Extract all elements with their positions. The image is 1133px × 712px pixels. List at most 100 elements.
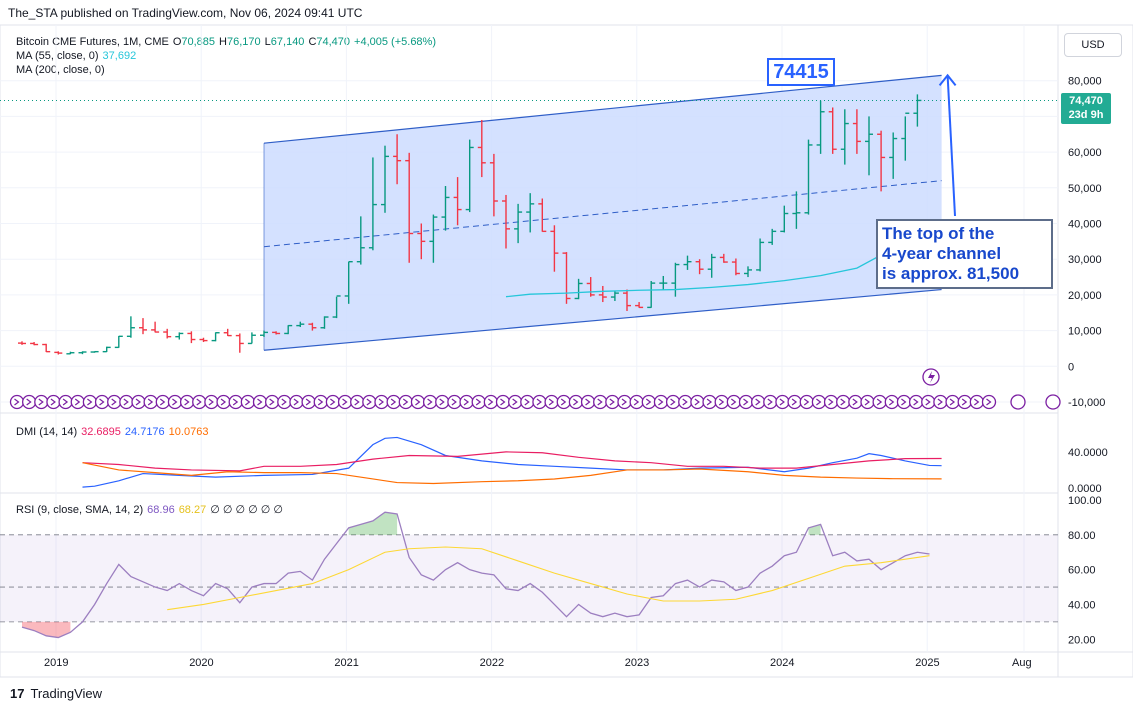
ohlc-bar (139, 318, 147, 335)
price-tick-label: 40,000 (1068, 219, 1102, 231)
event-marker-icon (945, 394, 960, 410)
event-marker-chevron (803, 398, 810, 406)
event-marker-icon (386, 394, 401, 410)
ohlc-bar (344, 260, 353, 304)
ohlc-bar (586, 277, 595, 297)
event-marker-chevron (111, 398, 117, 406)
event-marker-chevron (670, 398, 676, 406)
dmi-plus-line (82, 436, 942, 488)
event-marker-icon (921, 394, 936, 410)
event-marker-icon (1010, 394, 1026, 410)
event-marker-icon (435, 394, 450, 410)
event-marker-chevron (475, 398, 482, 406)
main-legend: Bitcoin CME Futures, 1M, CME O70,885 H76,1… (16, 35, 440, 77)
event-marker-chevron (208, 398, 214, 406)
event-marker-icon (264, 394, 280, 410)
event-marker-chevron (585, 398, 591, 406)
event-marker-chevron (330, 398, 336, 406)
price-tick-label: 50,000 (1068, 183, 1102, 195)
note-line-2: 4-year channel (882, 244, 1002, 263)
ohlc-bar (356, 216, 365, 265)
event-marker-icon (860, 394, 875, 410)
adx-line (82, 462, 942, 485)
rsi-line (21, 511, 930, 639)
event-marker-chevron (415, 398, 421, 406)
event-marker-icon (495, 394, 511, 410)
symbol-name[interactable]: Bitcoin CME Futures, 1M, CME (16, 36, 169, 48)
event-marker-icon (593, 394, 608, 410)
event-marker-chevron (973, 398, 980, 406)
channel-note-box[interactable]: The top of the 4-year channel is approx.… (876, 219, 1053, 289)
rsi-tick-label: 80.00 (1068, 530, 1096, 542)
event-marker-icon (374, 394, 389, 410)
event-marker-chevron (220, 398, 227, 406)
event-marker-icon (228, 394, 243, 410)
rsi-label[interactable]: RSI (9, close, SMA, 14, 2) (16, 504, 144, 516)
ohlc-bar (284, 324, 293, 335)
event-marker-chevron (281, 398, 287, 406)
price-tick-label: 30,000 (1068, 254, 1102, 266)
ohlc-bar (877, 130, 886, 192)
event-marker-chevron (986, 398, 992, 406)
event-marker-icon (58, 394, 73, 410)
ohlc-bar (756, 238, 765, 272)
event-marker-chevron (427, 398, 433, 406)
price-tick-label: 60,000 (1068, 147, 1102, 159)
ohlc-bar (598, 285, 607, 303)
event-marker-icon (337, 394, 353, 410)
event-marker-icon (678, 394, 693, 410)
event-marker-chevron (536, 398, 542, 406)
ohlc-bar (695, 259, 704, 275)
ma200-label[interactable]: MA (200, close, 0) (16, 64, 105, 76)
ohlc-bar (852, 109, 861, 154)
event-marker-chevron (463, 398, 470, 406)
event-marker-chevron (390, 398, 397, 406)
event-marker-chevron (645, 398, 652, 406)
event-marker-chevron (597, 398, 603, 406)
open-label: O (172, 36, 182, 48)
event-marker-icon (520, 394, 535, 410)
ohlc-bar (840, 109, 849, 165)
event-marker-chevron (14, 398, 20, 406)
ohlc-bar (465, 139, 474, 213)
event-marker-chevron (135, 398, 141, 406)
event-marker-icon (325, 394, 341, 410)
event-marker-icon (896, 394, 912, 410)
event-marker-icon (459, 394, 474, 410)
event-marker-chevron (755, 398, 761, 406)
price-tick-label: 10,000 (1068, 326, 1102, 338)
event-marker-icon (422, 394, 438, 410)
event-marker-icon (1045, 394, 1061, 410)
currency-button[interactable]: USD (1064, 33, 1122, 57)
rsi-tick-label: 100.00 (1068, 495, 1102, 507)
event-marker-chevron (293, 398, 299, 406)
event-marker-chevron (159, 398, 166, 406)
price-annotation-box[interactable]: 74415 (767, 58, 835, 86)
event-marker-icon (738, 394, 754, 410)
event-marker-icon (763, 394, 778, 410)
ohlc-bar (647, 280, 656, 309)
event-marker-chevron (99, 398, 105, 406)
publisher-line: The_STA published on TradingView.com, No… (8, 6, 363, 20)
event-marker-icon (544, 394, 559, 410)
ohlc-bar (792, 191, 801, 229)
event-marker-chevron (743, 398, 749, 406)
dmi-tick-label: 40.0000 (1068, 447, 1108, 459)
ma55-label[interactable]: MA (55, close, 0) (16, 50, 99, 62)
ohlc-bar (477, 119, 486, 178)
price-tick-label: -10,000 (1068, 397, 1105, 409)
event-marker-chevron (317, 398, 324, 406)
ohlc-bar (671, 262, 680, 297)
event-marker-chevron (342, 398, 348, 406)
event-marker-chevron (779, 398, 785, 406)
event-marker-icon (155, 394, 170, 410)
channel-mid-line (263, 180, 942, 248)
event-marker-chevron (864, 398, 870, 406)
ohlc-bar (66, 351, 75, 355)
note-line-1: The top of the (882, 224, 995, 243)
ohlc-bar (320, 316, 329, 329)
event-marker-icon (252, 394, 268, 410)
dmi-label[interactable]: DMI (14, 14) (16, 426, 78, 438)
change-value: +4,005 (+5.68%) (354, 36, 436, 48)
